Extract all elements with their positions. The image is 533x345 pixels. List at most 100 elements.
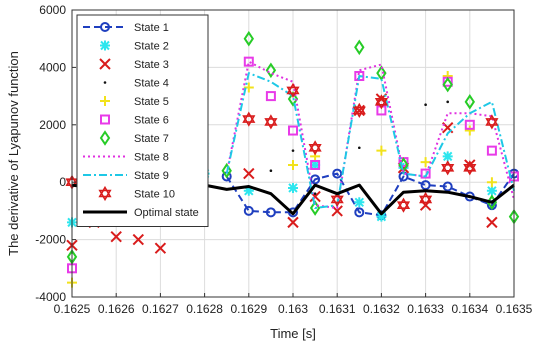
series-state-10-point-shape <box>330 195 344 207</box>
legend-item-state-6-marker <box>100 114 110 125</box>
series-state-6-point <box>265 91 276 102</box>
series-state-2-point <box>376 211 387 222</box>
x-tick-label: 0.163 <box>278 302 308 316</box>
x-tick-label: 0.1627 <box>142 302 179 316</box>
series-state-10-point <box>374 94 388 110</box>
legend-item-state-7: State 7 <box>99 130 169 146</box>
series-state-7-point <box>265 62 277 79</box>
legend-item-state-2-label: State 2 <box>134 41 169 53</box>
series-state-1-point <box>420 180 431 191</box>
series-state-5-point-shape <box>486 177 497 188</box>
series-state-10-point-shape <box>286 86 300 98</box>
series-state-10-point-shape <box>286 82 300 95</box>
legend-item-state-2-marker <box>100 40 110 51</box>
series-state-10-point-shape <box>419 195 433 207</box>
series-state-1-point-shape <box>354 207 365 218</box>
series-state-6-point-shape <box>288 125 298 136</box>
series-state-3-point <box>486 216 498 229</box>
series-state-4-point <box>446 100 450 104</box>
legend-item-state-10-marker <box>98 185 112 202</box>
series-state-5-point-shape <box>376 145 387 156</box>
legend-item-state-10-marker-shape <box>98 185 112 198</box>
series-state-10-point-shape <box>485 114 499 126</box>
series-state-5-point-shape <box>243 82 254 93</box>
legend-item-state-2-marker-shape <box>100 40 110 51</box>
series-state-1-point-shape <box>420 180 431 191</box>
series-state-10-point-shape <box>264 114 278 126</box>
series-state-9 <box>225 72 515 209</box>
x-tick-label: 0.1635 <box>496 302 533 316</box>
series-state-4-point <box>313 192 317 195</box>
series-state-10-point-shape <box>441 164 455 176</box>
series-state-10-point-shape <box>352 106 366 118</box>
plot-frame <box>71 9 515 298</box>
series-state-7-point <box>442 76 453 93</box>
series-state-2-point <box>288 182 298 193</box>
series-state-6-point <box>420 168 431 179</box>
series-state-7-point-shape <box>287 91 299 107</box>
series-state-10-point <box>308 140 322 156</box>
legend-item-state-7-marker-shape <box>99 130 111 146</box>
series-state-10-point-shape <box>374 98 388 110</box>
series-state-10-point-shape <box>308 140 322 152</box>
series-state-3-point <box>132 233 145 246</box>
legend-item-state-8-label: State 8 <box>134 152 169 164</box>
legend-item-state-9-label: State 9 <box>134 170 169 182</box>
legend-item-optimal-state: Optimal state <box>83 207 199 219</box>
series-state-3-point <box>154 242 167 254</box>
series-state-1-point <box>442 181 453 192</box>
series-state-5-point <box>486 177 497 188</box>
x-tick-label: 0.1629 <box>230 302 267 316</box>
series-state-4-point-shape <box>313 192 317 195</box>
series-state-6-point-shape <box>265 91 276 102</box>
legend-item-state-1: State 1 <box>83 22 169 34</box>
series-state-10-point <box>330 191 344 207</box>
series-state-2-point <box>442 151 453 162</box>
series-state-3-point-shape <box>243 167 255 180</box>
series-state-5-point <box>243 82 254 93</box>
series-state-1-point <box>332 168 343 179</box>
legend-item-state-9: State 9 <box>83 170 169 182</box>
series-state-10-point-shape <box>374 94 388 106</box>
legend-box <box>76 14 209 227</box>
series-state-10-point-shape <box>419 191 433 204</box>
series-state-2-point-shape <box>243 185 254 196</box>
series-state-7-point-shape <box>464 94 476 110</box>
series-state-10-point-shape <box>396 197 411 209</box>
legend-item-state-7-label: State 7 <box>134 133 169 145</box>
series-state-8-line <box>225 60 515 209</box>
legend-item-state-4: State 4 <box>103 78 169 90</box>
series-state-4-point-shape <box>424 103 427 107</box>
series-state-4-point <box>424 103 427 107</box>
legend-item-state-5: State 5 <box>100 96 169 108</box>
series-state-4-point-shape <box>446 100 450 104</box>
legend-item-state-5-marker-shape <box>100 96 110 106</box>
series-state-10-point <box>485 114 499 130</box>
series-state-1-point <box>243 205 254 216</box>
series-state-2-point-shape <box>376 211 387 222</box>
series-state-2-point-shape <box>442 151 453 162</box>
series-state-2-point-shape <box>288 182 298 193</box>
series-state-2-point <box>243 185 254 196</box>
legend-item-state-10-marker-shape <box>98 189 112 202</box>
series-state-10-point <box>441 160 455 176</box>
legend-item-state-1-marker <box>100 22 110 32</box>
series-state-10-point-shape <box>463 160 477 172</box>
series-state-5-point <box>376 145 387 156</box>
legend-item-state-6: State 6 <box>100 114 169 127</box>
legend-item-state-3: State 3 <box>99 58 169 71</box>
series-state-7-point <box>287 91 299 107</box>
series-state-10-point-shape <box>485 118 499 130</box>
series-state-7-point-shape <box>376 65 387 81</box>
series-state-7-point <box>221 162 232 179</box>
y-tick-label: -2000 <box>35 233 66 247</box>
legend-item-state-2: State 2 <box>100 40 169 53</box>
series-state-10-point-shape <box>352 102 366 115</box>
series-state-1-point-shape <box>288 207 298 218</box>
series-state-3-point-shape <box>486 216 498 229</box>
series-state-5-point-shape <box>464 125 475 136</box>
series-state-4-point-shape <box>291 149 295 152</box>
legend-item-optimal-state-label: Optimal state <box>134 207 199 219</box>
series-state-7-point <box>376 65 387 81</box>
